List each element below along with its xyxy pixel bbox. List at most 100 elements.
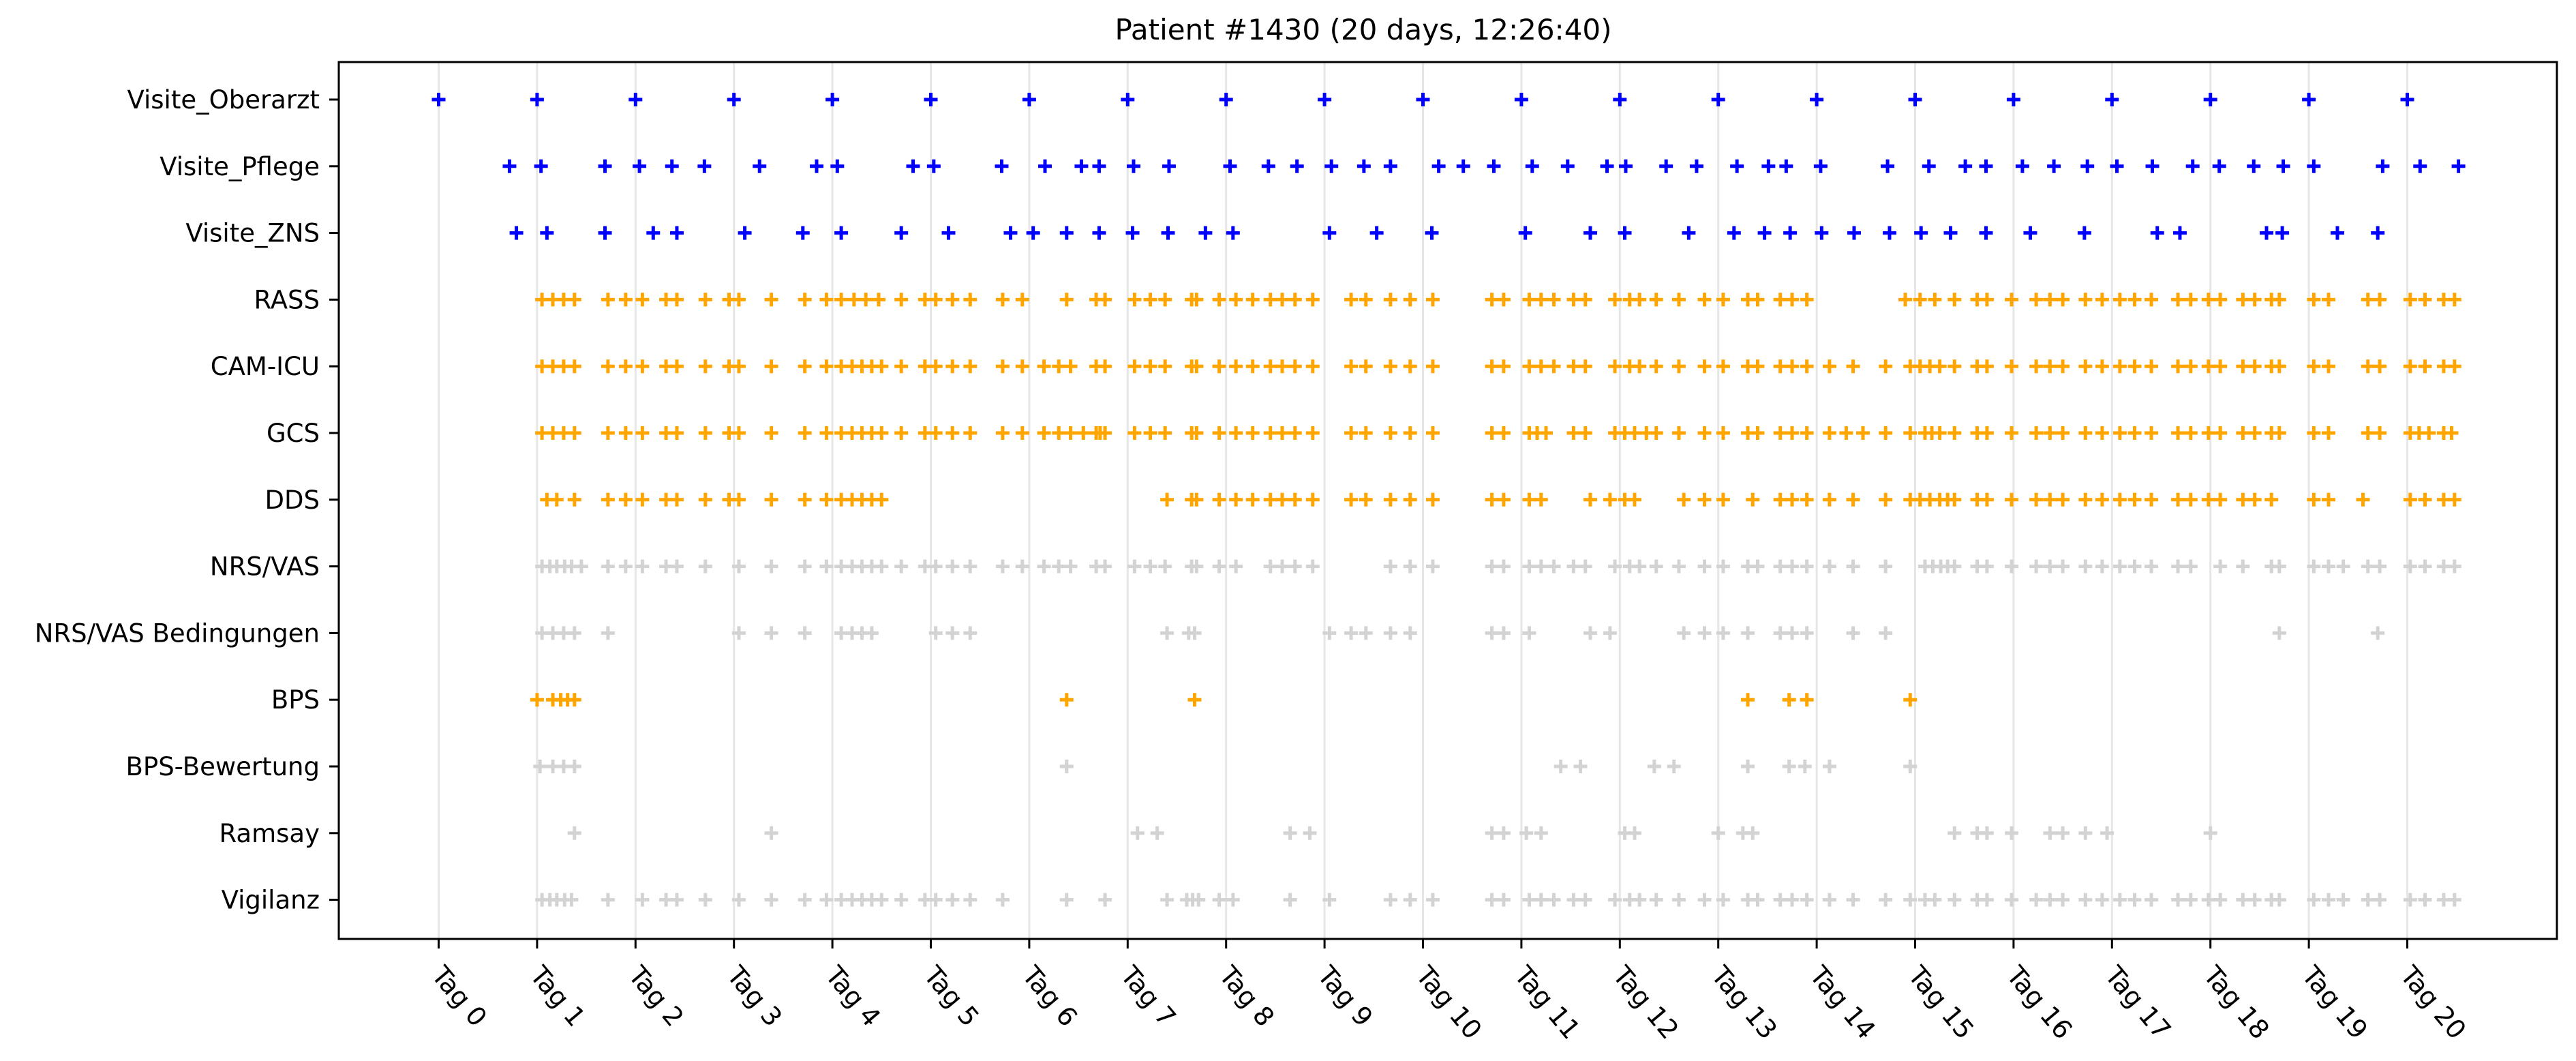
event-marker	[1522, 359, 1536, 374]
event-marker	[2005, 492, 2019, 507]
event-marker	[2145, 893, 2159, 907]
event-marker	[1189, 559, 1204, 573]
event-marker	[2361, 426, 2375, 440]
event-marker	[2183, 359, 2198, 374]
event-marker	[2307, 893, 2321, 907]
event-marker	[1980, 893, 1994, 907]
x-tick-label: Tag 11	[1508, 960, 1586, 1045]
x-tick-label: Tag 14	[1804, 960, 1882, 1045]
event-marker	[1425, 893, 1440, 907]
x-tick-label: Tag 3	[721, 960, 788, 1032]
series-cam-icu	[535, 359, 2461, 374]
event-marker	[1212, 293, 1226, 307]
event-marker	[601, 626, 615, 640]
event-marker	[2043, 293, 2057, 307]
event-marker	[1928, 293, 1942, 307]
event-marker	[2418, 492, 2432, 507]
event-marker	[1948, 893, 1962, 907]
event-marker	[945, 293, 960, 307]
event-marker	[1425, 426, 1440, 440]
event-marker	[1539, 426, 1553, 440]
event-marker	[1496, 559, 1511, 573]
event-marker	[1059, 893, 1074, 907]
event-marker	[1357, 159, 1371, 173]
event-marker	[1649, 293, 1663, 307]
event-marker	[926, 159, 941, 173]
event-marker	[2145, 293, 2159, 307]
event-marker	[2006, 93, 2020, 106]
event-marker	[1322, 626, 1337, 640]
x-tick-label: Tag 0	[425, 960, 493, 1032]
event-marker	[1162, 159, 1176, 173]
x-tick-label: Tag 9	[1312, 960, 1379, 1032]
event-marker	[1160, 626, 1175, 640]
series-bps-bewertung	[533, 760, 1918, 773]
event-marker	[2078, 559, 2093, 573]
event-marker	[1534, 893, 1548, 907]
event-marker	[698, 492, 712, 507]
event-marker	[1727, 226, 1741, 240]
series-visite-zns	[509, 226, 2385, 240]
event-marker	[1627, 426, 1641, 440]
y-tick-label: GCS	[267, 419, 320, 448]
event-marker	[2029, 293, 2044, 307]
event-marker	[1879, 626, 1893, 640]
event-marker	[875, 359, 889, 374]
event-marker	[731, 293, 746, 307]
event-marker	[1633, 359, 1647, 374]
event-marker	[2213, 893, 2228, 907]
event-marker	[2095, 893, 2109, 907]
event-marker	[819, 293, 834, 307]
event-marker	[1671, 559, 1686, 573]
event-marker	[567, 492, 581, 507]
event-marker	[1933, 359, 1947, 374]
event-marker	[549, 492, 564, 507]
event-marker	[533, 760, 547, 773]
event-marker	[2400, 93, 2414, 106]
event-marker	[1855, 426, 1870, 440]
event-marker	[2418, 559, 2432, 573]
event-marker	[1980, 826, 1994, 840]
event-marker	[875, 426, 889, 440]
event-marker	[1212, 426, 1226, 440]
event-marker	[2307, 293, 2321, 307]
event-marker	[875, 559, 889, 573]
event-marker	[1800, 293, 1814, 307]
event-marker	[928, 626, 943, 640]
event-marker	[2213, 293, 2228, 307]
event-marker	[2185, 159, 2200, 173]
event-marker	[1305, 492, 1320, 507]
event-marker	[1189, 293, 1204, 307]
event-marker	[1383, 626, 1397, 640]
event-marker	[1263, 492, 1277, 507]
event-marker	[1697, 893, 1712, 907]
event-marker	[1126, 159, 1140, 173]
event-marker	[2247, 293, 2262, 307]
x-tick-label: Tag 17	[2099, 960, 2177, 1045]
event-marker	[1578, 893, 1592, 907]
event-marker	[1344, 492, 1359, 507]
event-marker	[1187, 693, 1202, 707]
event-marker	[2247, 159, 2261, 173]
event-marker	[2307, 426, 2321, 440]
event-marker	[2029, 426, 2044, 440]
event-marker	[2023, 226, 2037, 240]
event-marker	[2212, 159, 2226, 173]
event-marker	[2307, 159, 2321, 173]
event-marker	[1074, 159, 1089, 173]
event-marker	[1914, 226, 1928, 240]
event-marker	[1649, 426, 1663, 440]
event-marker	[635, 559, 650, 573]
event-marker	[2172, 226, 2187, 240]
event-marker	[995, 893, 1010, 907]
event-marker	[618, 559, 633, 573]
event-marker	[2095, 359, 2109, 374]
event-marker	[1383, 159, 1397, 173]
event-marker	[2447, 492, 2461, 507]
series-nrs-vas	[535, 559, 2461, 573]
event-marker	[875, 893, 889, 907]
event-marker	[2201, 426, 2215, 440]
y-tick-label: BPS-Bewertung	[126, 752, 320, 781]
event-marker	[2447, 893, 2461, 907]
event-marker	[1534, 559, 1548, 573]
